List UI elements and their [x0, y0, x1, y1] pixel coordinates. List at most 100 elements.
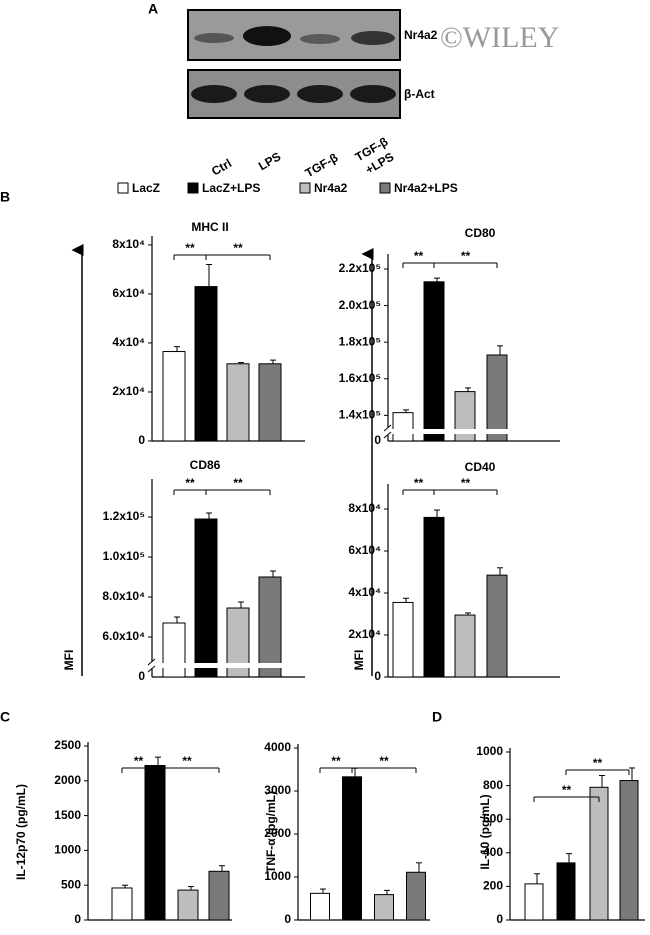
axis-label: MFI — [62, 650, 76, 671]
y-tick-label: 1000 — [476, 744, 503, 758]
y-tick-label: 800 — [483, 778, 503, 792]
chart-title: CD80 — [465, 226, 496, 240]
significance: ** — [379, 754, 389, 768]
y-tick-label: 1.8x10⁵ — [339, 334, 381, 348]
y-tick-label: 400 — [483, 845, 503, 859]
significance: ** — [185, 476, 195, 490]
y-tick-label: 1.0x10⁵ — [103, 549, 145, 563]
significance: ** — [233, 241, 243, 255]
axis-break-mark — [147, 658, 156, 666]
bar — [589, 786, 609, 921]
bar — [423, 281, 445, 442]
y-tick-label: 0 — [74, 912, 81, 926]
significance: ** — [461, 249, 471, 263]
y-tick-label: 1000 — [54, 843, 81, 857]
blot-band — [351, 31, 395, 45]
y-tick-label: 2.2x10⁵ — [339, 261, 381, 275]
y-tick-label: 8x10⁴ — [112, 237, 145, 251]
bar — [374, 894, 394, 921]
blot-band — [297, 85, 343, 103]
legend-swatch — [187, 182, 199, 194]
y-tick-label: 500 — [61, 877, 81, 891]
axis-break — [154, 663, 305, 668]
significance: ** — [461, 476, 471, 490]
axis-label: IL-10 (pg/mL) — [478, 794, 492, 869]
legend-label: LacZ+LPS — [202, 181, 260, 195]
y-tick-label: 3000 — [264, 783, 291, 797]
bar — [111, 887, 133, 921]
blot-row-label: β-Act — [404, 87, 435, 101]
y-tick-label: 2.0x10⁵ — [339, 298, 381, 312]
y-tick-label: 1000 — [264, 869, 291, 883]
bar — [524, 883, 544, 921]
axis-break — [384, 428, 392, 435]
y-tick-label: 2500 — [54, 738, 81, 752]
y-tick-label: 4000 — [264, 740, 291, 754]
blot-band — [300, 34, 340, 44]
bar — [406, 871, 426, 921]
blot-band — [194, 33, 234, 43]
legend-swatch — [379, 182, 391, 194]
y-tick-label: 4x10⁴ — [348, 585, 381, 599]
bar — [392, 412, 414, 442]
bar — [162, 351, 186, 442]
bar — [208, 870, 230, 921]
chart-title: CD40 — [465, 460, 496, 474]
chart-title: CD86 — [190, 458, 221, 472]
bar — [226, 363, 250, 442]
legend-label: Nr4a2 — [314, 181, 348, 195]
y-tick-label: 1.4x10⁵ — [339, 408, 381, 422]
significance: ** — [414, 249, 424, 263]
blot-band — [243, 26, 291, 46]
significance: ** — [185, 241, 195, 255]
panel-letter: A — [148, 1, 158, 17]
axis-break-mark — [383, 431, 392, 439]
panel-letter: B — [0, 189, 10, 205]
significance: ** — [182, 754, 192, 768]
y-tick-label: 2x10⁴ — [348, 627, 381, 641]
y-tick-label: 6x10⁴ — [348, 543, 381, 557]
significance: ** — [414, 476, 424, 490]
y-tick-label: 4x10⁴ — [112, 335, 145, 349]
lane-label: LPS — [256, 149, 283, 173]
bar — [486, 354, 508, 442]
y-tick-label: 1.6x10⁵ — [339, 371, 381, 385]
bar — [556, 862, 576, 921]
panel-letter: C — [0, 709, 10, 725]
significance: ** — [331, 754, 341, 768]
y-tick-label: 6x10⁴ — [112, 286, 145, 300]
axis-break-mark — [383, 424, 392, 432]
y-tick-label: 2000 — [264, 826, 291, 840]
blot-band — [191, 85, 237, 103]
bar — [226, 607, 250, 678]
bar — [454, 391, 476, 442]
blot-band — [244, 85, 290, 103]
y-tick-label: 0 — [138, 433, 145, 447]
y-tick-label: 6.0x10⁴ — [102, 629, 145, 643]
lane-label: TGF-β — [303, 150, 341, 180]
y-tick-label: 0 — [496, 912, 503, 926]
bar — [177, 889, 199, 921]
y-tick-label: 8.0x10⁴ — [102, 589, 145, 603]
axis-label: TNF-α (pg/mL) — [264, 791, 278, 873]
significance: ** — [233, 476, 243, 490]
axis-label: IL-12p70 (pg/mL) — [14, 784, 28, 880]
axis-label: MFI — [352, 650, 366, 671]
legend-label: Nr4a2+LPS — [394, 181, 458, 195]
y-tick-label: 2x10⁴ — [112, 384, 145, 398]
y-tick-label: 8x10⁴ — [348, 501, 381, 515]
y-tick-label: 0 — [138, 669, 145, 683]
bar — [194, 518, 218, 678]
y-tick-label: 0 — [284, 912, 291, 926]
bar — [486, 574, 508, 678]
bar — [258, 576, 282, 678]
significance: ** — [562, 783, 572, 797]
y-tick-label: 0 — [374, 669, 381, 683]
bar — [392, 601, 414, 678]
significance: ** — [134, 754, 144, 768]
bar — [619, 780, 639, 921]
blot-band — [350, 85, 396, 103]
bar — [162, 622, 186, 678]
